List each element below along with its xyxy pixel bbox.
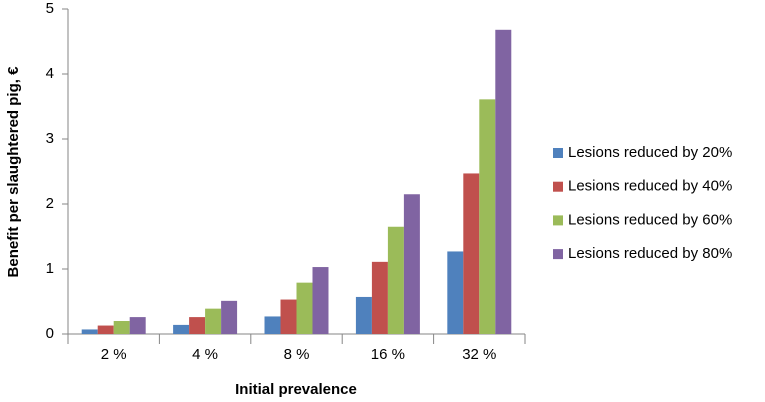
- bar: [371, 261, 388, 334]
- bar: [387, 226, 404, 334]
- bar: [479, 99, 496, 334]
- x-tick-label: 16 %: [371, 346, 405, 363]
- bar: [280, 299, 297, 334]
- bar: [463, 173, 480, 334]
- y-tick-label: 4: [46, 65, 54, 82]
- bar: [403, 194, 420, 334]
- legend-swatch: [553, 148, 563, 158]
- x-axis-title: Initial prevalence: [235, 381, 357, 398]
- bar: [264, 316, 281, 334]
- bar: [495, 29, 512, 335]
- bar: [113, 321, 130, 334]
- legend-swatch: [553, 249, 563, 260]
- bar: [81, 329, 98, 334]
- bar: [355, 296, 372, 334]
- bar: [312, 267, 329, 334]
- bar: [221, 300, 238, 334]
- bar: [296, 282, 313, 334]
- legend-swatch: [553, 181, 563, 192]
- y-axis-title: Benefit per slaughtered pig, €: [5, 66, 22, 278]
- y-tick-label: 3: [46, 130, 54, 147]
- y-tick-label: 0: [46, 325, 54, 342]
- y-tick-label: 5: [46, 0, 54, 17]
- bar: [97, 325, 114, 334]
- bar: [173, 324, 190, 334]
- y-tick-label: 2: [46, 195, 54, 212]
- bar: [129, 317, 146, 334]
- y-tick-label: 1: [46, 260, 54, 277]
- bar: [447, 251, 464, 334]
- legend-swatch: [553, 215, 563, 226]
- bar: [205, 308, 222, 334]
- x-tick-label: 2 %: [101, 346, 127, 363]
- legend-label: Lesions reduced by 60%: [568, 211, 732, 228]
- x-tick-label: 4 %: [192, 346, 218, 363]
- x-tick-label: 8 %: [284, 346, 310, 363]
- x-tick-label: 32 %: [462, 346, 496, 363]
- bar: [189, 317, 206, 334]
- legend-label: Lesions reduced by 40%: [568, 178, 732, 195]
- legend-label: Lesions reduced by 20%: [568, 144, 732, 161]
- legend-label: Lesions reduced by 80%: [568, 245, 732, 262]
